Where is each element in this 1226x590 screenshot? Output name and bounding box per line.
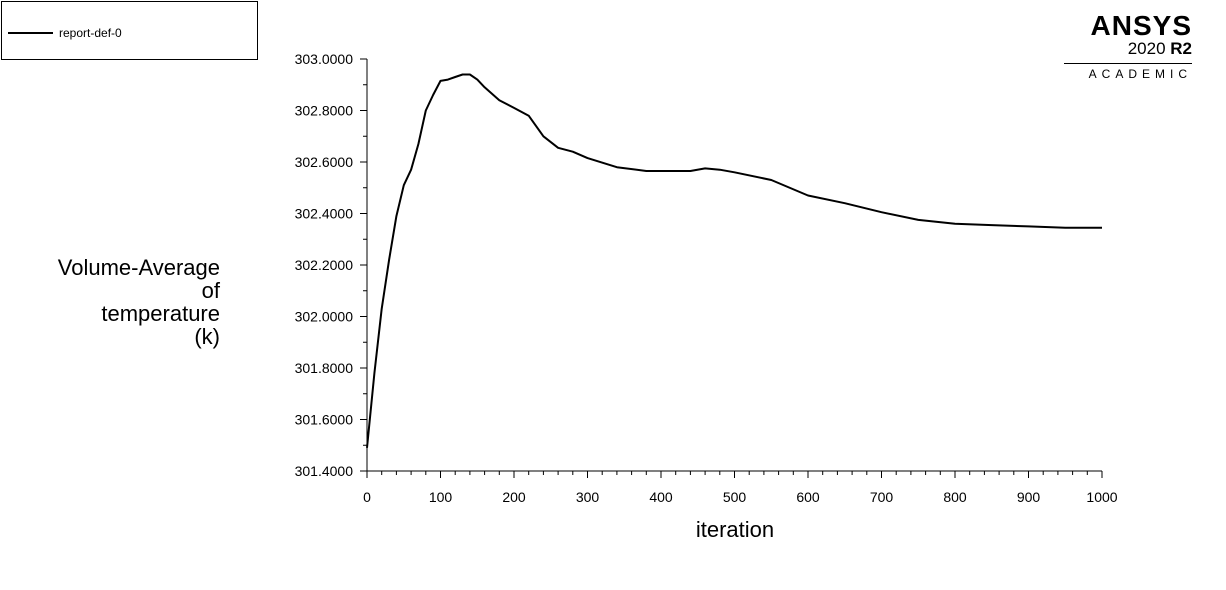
y-tick-label: 302.0000: [295, 309, 354, 325]
series-line: [366, 73, 1102, 448]
y-tick-label: 302.4000: [295, 206, 354, 222]
logo-brand: ANSYS: [1090, 10, 1192, 41]
y-tick-label: 302.8000: [295, 103, 354, 119]
x-tick-label: 300: [576, 489, 600, 505]
y-tick-label: 302.6000: [295, 154, 354, 170]
logo-version: 2020 R2: [1060, 40, 1192, 58]
legend-series-label: report-def-0: [59, 26, 122, 40]
y-tick-label: 301.6000: [295, 412, 354, 428]
x-tick-label: 800: [943, 489, 967, 505]
x-tick-label: 700: [870, 489, 894, 505]
x-tick-label: 400: [649, 489, 673, 505]
logo-version-release: R2: [1170, 39, 1192, 58]
legend-series-swatch: [8, 32, 53, 34]
y-axis-label-line: (k): [194, 324, 220, 349]
y-tick-label: 301.8000: [295, 360, 354, 376]
y-axis-label-line: Volume-Average: [57, 255, 220, 280]
x-tick-label: 0: [363, 489, 371, 505]
y-tick-label: 303.0000: [295, 51, 354, 67]
logo-version-year: 2020: [1127, 39, 1166, 58]
x-axis-label: iteration: [695, 517, 775, 542]
y-tick-label: 302.2000: [295, 257, 354, 273]
logo-edition: ACADEMIC: [1088, 67, 1192, 81]
x-tick-label: 1000: [1086, 489, 1117, 505]
ansys-logo: ANSYS 2020 R2 ACADEMIC: [1060, 12, 1192, 80]
x-tick-label: 500: [723, 489, 747, 505]
y-axis-label-line: of: [201, 278, 220, 303]
chart-legend: report-def-0: [1, 1, 258, 60]
x-tick-label: 900: [1017, 489, 1041, 505]
y-axis-label-line: temperature: [101, 301, 220, 326]
logo-divider: [1064, 63, 1192, 64]
y-axis-label: Volume-Average of temperature (k): [30, 256, 220, 348]
y-tick-label: 301.4000: [295, 463, 354, 479]
x-tick-label: 100: [429, 489, 453, 505]
x-tick-label: 600: [796, 489, 820, 505]
x-tick-label: 200: [502, 489, 526, 505]
